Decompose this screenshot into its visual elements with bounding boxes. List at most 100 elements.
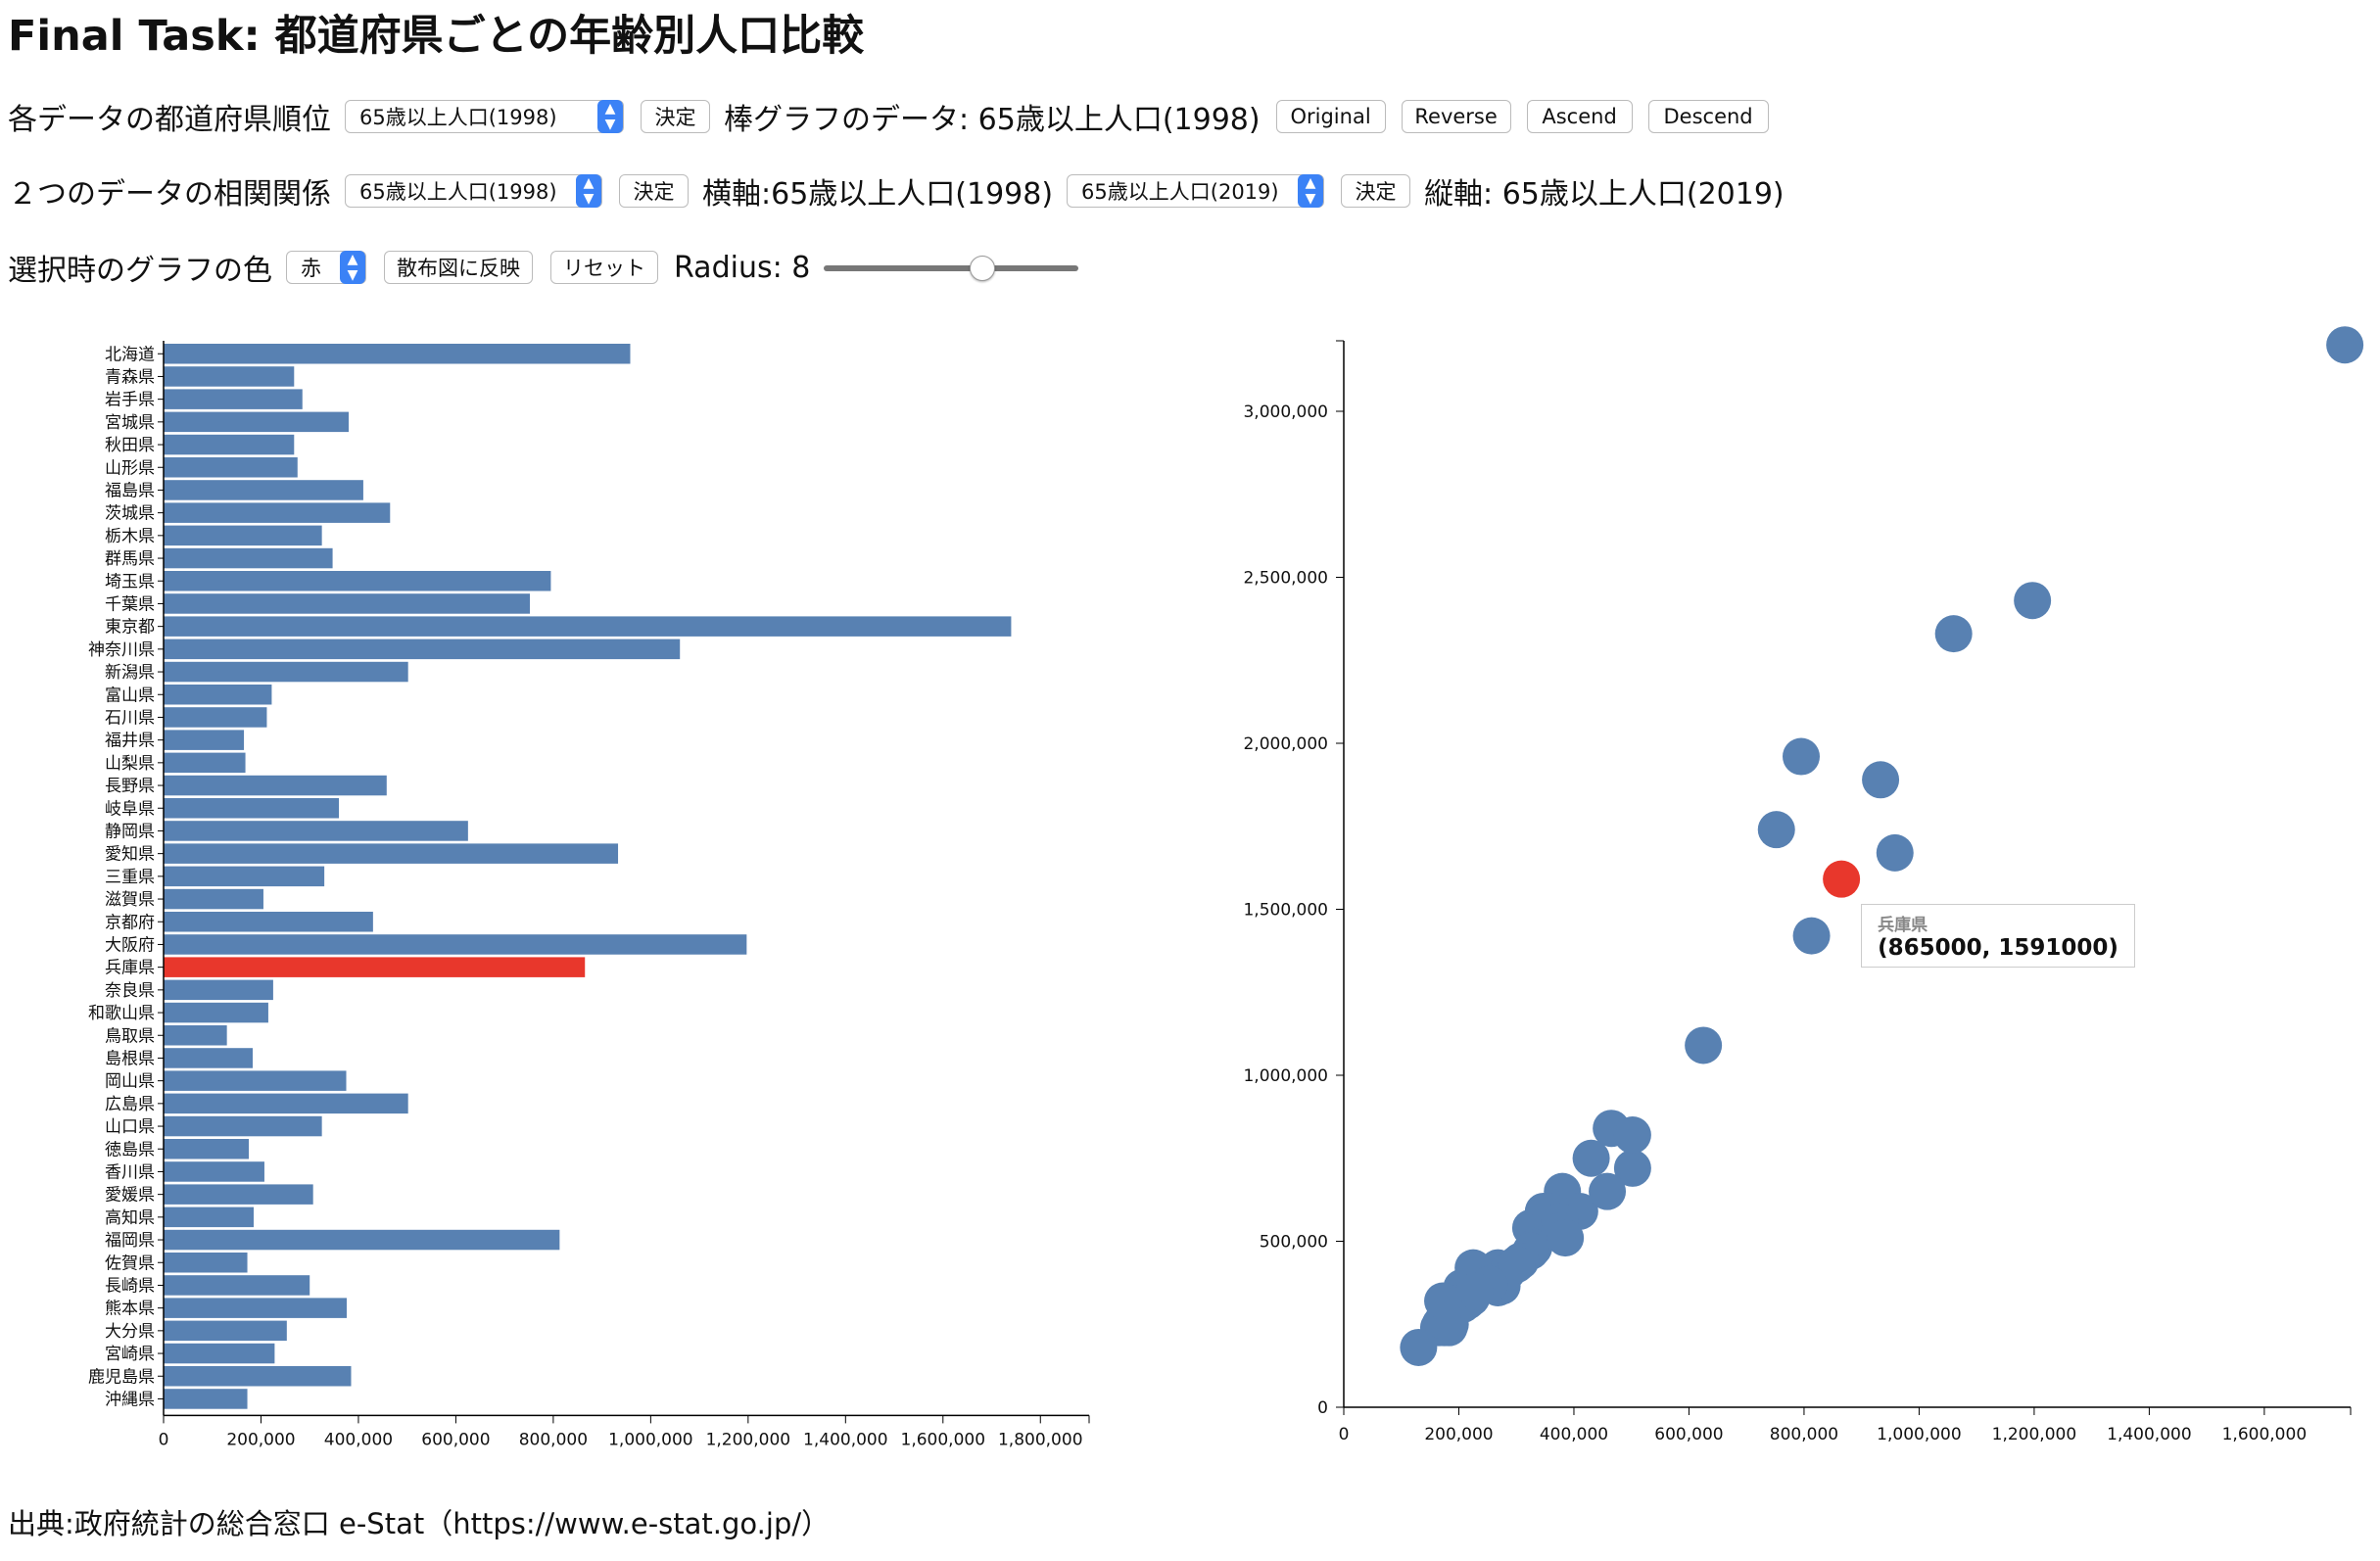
bar-16 (164, 685, 272, 705)
radius-slider[interactable] (824, 253, 1079, 282)
ascend-button[interactable]: Ascend (1526, 100, 1633, 133)
bar-chart: 北海道青森県岩手県宮城県秋田県山形県福島県茨城県栃木県群馬県埼玉県千葉県東京都神… (88, 341, 1090, 1449)
x-tick-label: 1,800,000 (998, 1430, 1083, 1449)
slider-thumb[interactable] (970, 256, 995, 281)
bar-46 (164, 1366, 352, 1387)
bar-20 (164, 775, 387, 796)
x-tick-label: 600,000 (1654, 1425, 1723, 1444)
x-tick-label: 0 (159, 1430, 169, 1449)
bar-21 (164, 798, 340, 819)
apply-scatter-button[interactable]: 散布図に反映 (384, 251, 533, 284)
x-tick-label: 1,000,000 (1877, 1425, 1962, 1444)
y-tick-label: 秋田県 (105, 436, 155, 455)
reset-button[interactable]: リセット (550, 251, 658, 284)
select-arrows-icon: ▲ ▼ (1298, 174, 1324, 208)
y-tick-label: 神奈川県 (88, 640, 155, 660)
bar-34 (164, 1093, 408, 1114)
scatter-point-34 (1613, 1116, 1651, 1155)
scatter-point-46 (1547, 1219, 1585, 1257)
bar-24 (164, 866, 325, 887)
x-tick-label: 800,000 (1770, 1425, 1838, 1444)
bar-15 (164, 661, 408, 683)
y-tick-label: 福島県 (105, 481, 155, 500)
y-tick-label: 東京都 (105, 618, 155, 638)
x-tick-label: 200,000 (1424, 1425, 1493, 1444)
y-tick-label: 鳥取県 (105, 1026, 155, 1046)
scatter-point-23 (1862, 761, 1900, 799)
x-decide-button[interactable]: 決定 (619, 174, 689, 208)
y-tick-label: 500,000 (1260, 1233, 1328, 1253)
bar-3 (164, 389, 303, 409)
y-tick-label: 1,500,000 (1243, 901, 1328, 921)
bar-29 (164, 979, 273, 1001)
bar-22 (164, 821, 468, 841)
scatter-point-26 (1572, 1139, 1610, 1177)
correlation-controls: ２つのデータの相関関係 65歳以上人口(1998) ▲ ▼ 決定 横軸:65歳以上… (8, 166, 1785, 215)
color-select-value: 赤 (301, 257, 321, 280)
bar-5 (164, 434, 295, 455)
bar-47 (164, 1389, 248, 1409)
bar-4 (164, 411, 349, 433)
bar-13 (164, 616, 1012, 637)
y-tick-label: 和歌山県 (88, 1004, 155, 1023)
x-data-select[interactable]: 65歳以上人口(1998) ▲ ▼ (345, 174, 602, 208)
y-tick-label: 0 (1317, 1398, 1328, 1418)
y-data-select[interactable]: 65歳以上人口(2019) ▲ ▼ (1067, 174, 1325, 208)
y-tick-label: 佐賀県 (105, 1254, 155, 1273)
radius-label: Radius: 8 (674, 250, 811, 285)
y-tick-label: 埼玉県 (105, 572, 155, 591)
x-tick-label: 0 (1339, 1425, 1350, 1444)
bar-1 (164, 344, 631, 364)
y-tick-label: 福井県 (105, 732, 155, 751)
y-tick-label: 千葉県 (105, 594, 155, 614)
y-tick-label: 岡山県 (105, 1072, 155, 1092)
y-tick-label: 青森県 (105, 367, 155, 387)
color-select[interactable]: 赤 ▲ ▼ (286, 251, 366, 284)
bar-decide-button[interactable]: 決定 (641, 100, 710, 133)
bar-data-select-value: 65歳以上人口(1998) (359, 106, 557, 129)
y-tick-label: 熊本県 (105, 1300, 155, 1319)
x-tick-label: 1,000,000 (608, 1430, 693, 1449)
source-text: 出典:政府統計の総合窓口 e-Stat（https://www.e-stat.g… (8, 1507, 831, 1540)
y-data-select-value: 65歳以上人口(2019) (1081, 180, 1279, 204)
bar-39 (164, 1206, 255, 1228)
page-title: Final Task: 都道府県ごとの年齢別人口比較 (8, 12, 865, 61)
scatter-point-20 (1589, 1172, 1627, 1210)
scatter-point-12 (1757, 811, 1795, 849)
ranking-controls: 各データの都道府県順位 65歳以上人口(1998) ▲ ▼ 決定 棒グラフのデータ… (8, 92, 1769, 141)
bar-data-text: 棒グラフのデータ: 65歳以上人口(1998) (724, 103, 1261, 137)
bar-6 (164, 457, 298, 478)
tooltip-name: 兵庫県 (1878, 915, 1928, 935)
scatter-point-40 (1792, 917, 1831, 955)
x-tick-label: 400,000 (324, 1430, 393, 1449)
bar-data-select[interactable]: 65歳以上人口(1998) ▲ ▼ (345, 100, 624, 133)
y-tick-label: 愛媛県 (105, 1186, 155, 1206)
y-tick-label: 北海道 (105, 345, 155, 364)
bar-2 (164, 366, 295, 387)
bar-8 (164, 502, 391, 523)
bar-10 (164, 547, 333, 569)
select-arrows-icon: ▲ ▼ (597, 100, 623, 133)
y-tick-label: 沖縄県 (105, 1390, 155, 1409)
bar-11 (164, 571, 551, 591)
scatter-point-47 (1424, 1282, 1462, 1320)
y-tick-label: 大分県 (105, 1322, 155, 1342)
bar-41 (164, 1253, 248, 1273)
ranking-label: 各データの都道府県順位 (8, 103, 331, 137)
scatter-point-31 (1400, 1328, 1438, 1366)
scatter-point-14 (1934, 615, 1973, 653)
bar-14 (164, 639, 681, 660)
y-tick-label: 高知県 (105, 1208, 155, 1228)
bar-28 (164, 957, 586, 977)
original-button[interactable]: Original (1275, 100, 1386, 133)
bar-12 (164, 593, 531, 614)
reverse-button[interactable]: Reverse (1401, 100, 1511, 133)
y-tick-label: 山梨県 (105, 754, 155, 774)
select-arrows-icon: ▲ ▼ (340, 251, 365, 284)
y-decide-button[interactable]: 決定 (1341, 174, 1411, 208)
scatter-point-11 (1783, 737, 1821, 776)
bar-27 (164, 934, 747, 955)
descend-button[interactable]: Descend (1647, 100, 1769, 133)
bar-36 (164, 1139, 250, 1159)
y-tick-label: 島根県 (105, 1049, 155, 1068)
